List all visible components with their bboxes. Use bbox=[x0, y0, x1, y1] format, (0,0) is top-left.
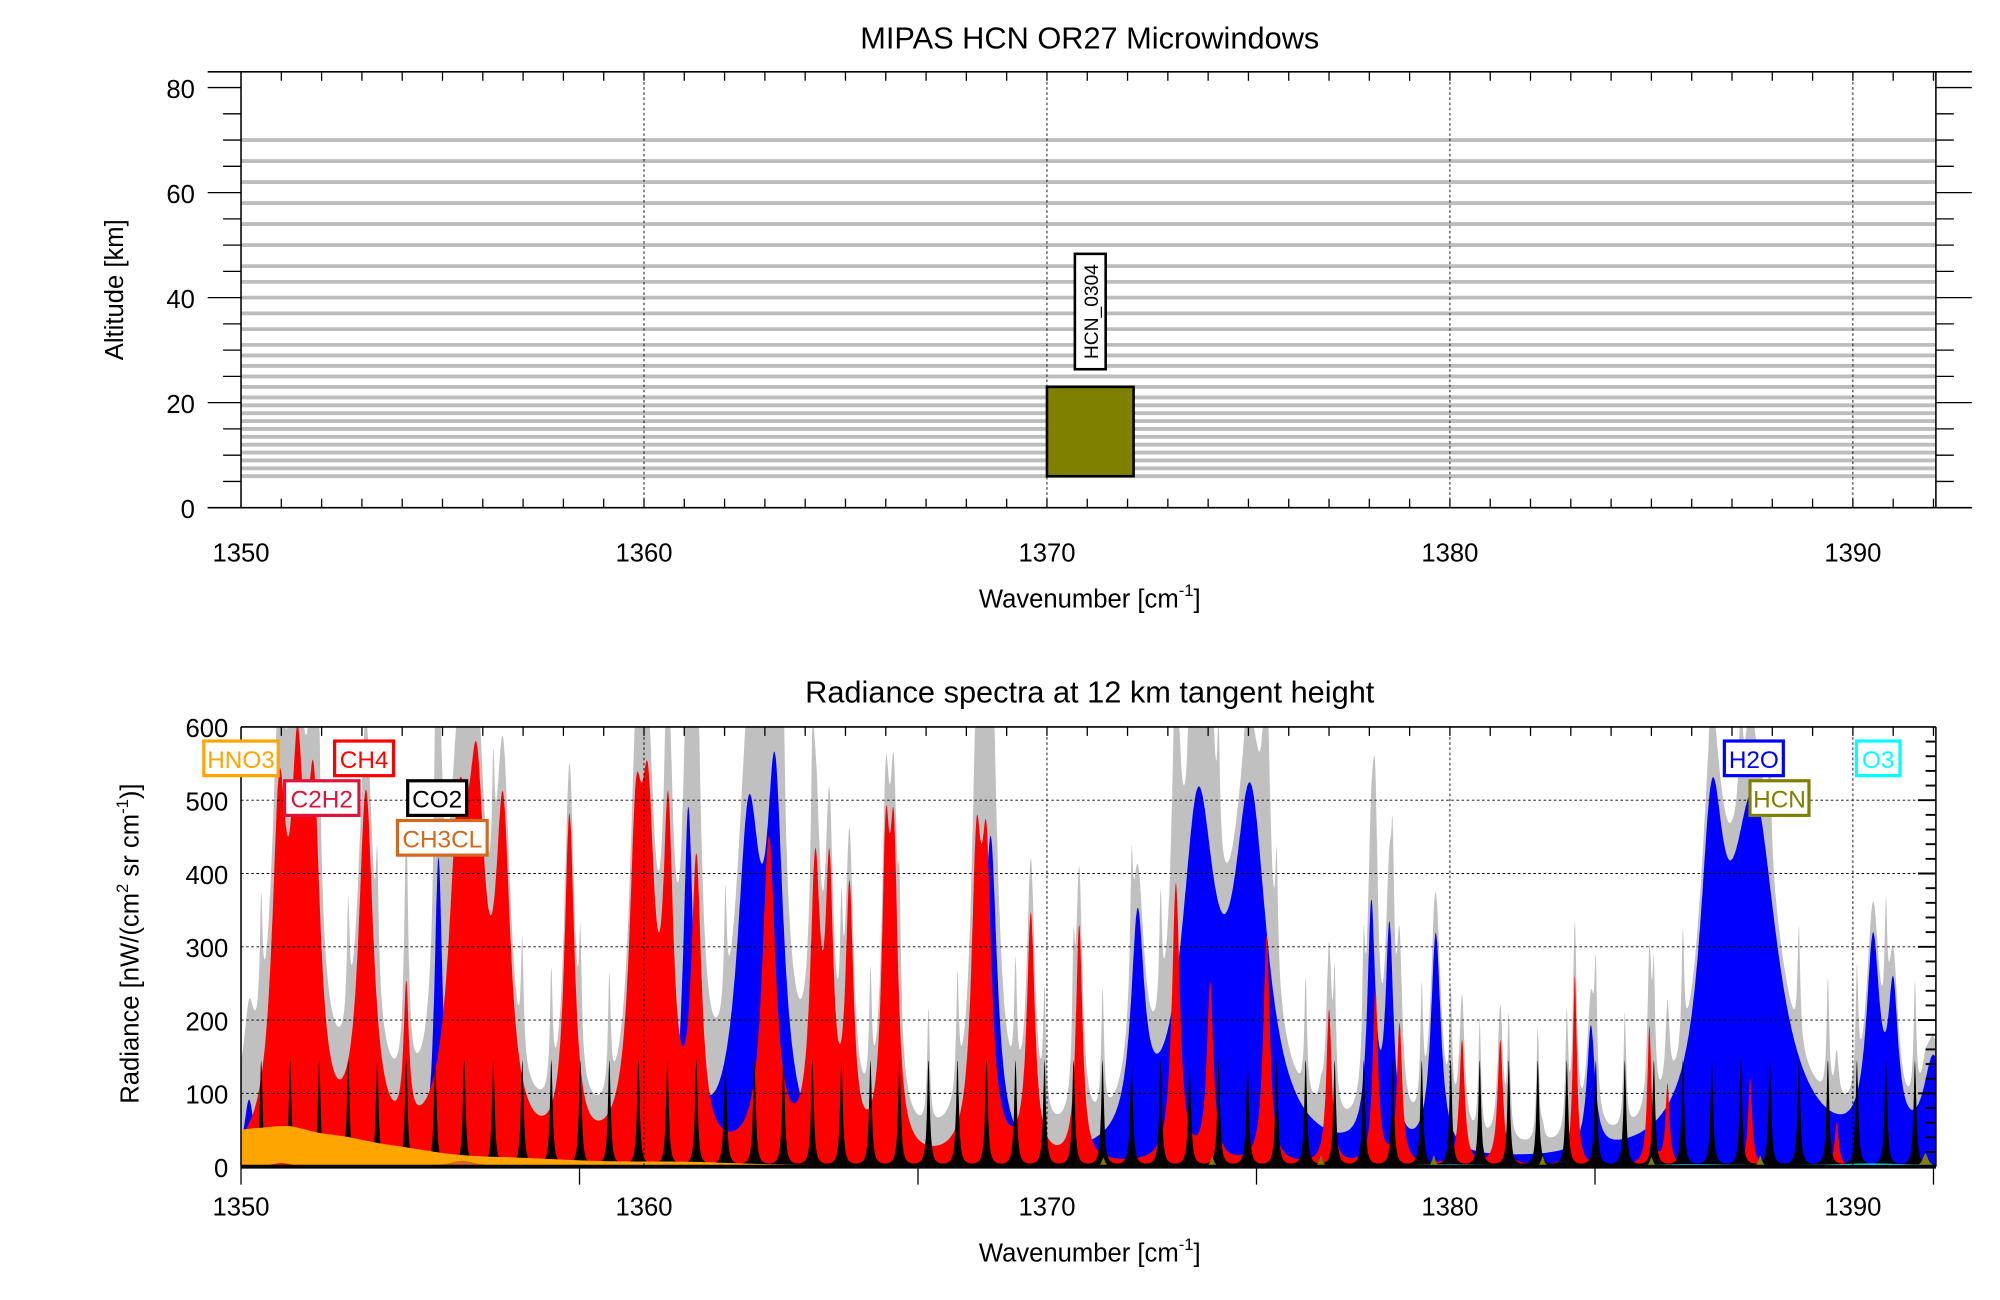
legend-item-co2: CO2 bbox=[406, 779, 469, 817]
legend-item-c2h2: C2H2 bbox=[283, 779, 361, 817]
y-tick-label: 600 bbox=[185, 715, 228, 743]
x-tick-label: 1380 bbox=[1421, 1193, 1478, 1221]
y-tick-label: 200 bbox=[185, 1008, 228, 1036]
x-tick-label: 1370 bbox=[1018, 1193, 1075, 1221]
y-tick-label: 20 bbox=[166, 391, 195, 419]
legend-box bbox=[333, 739, 396, 778]
legend-label: H2O bbox=[1729, 747, 1779, 774]
y-tick-label: 40 bbox=[166, 286, 195, 314]
legend-label: CO2 bbox=[412, 787, 462, 814]
x-tick-label: 1380 bbox=[1421, 540, 1478, 568]
legend-item-hno3: HNO3 bbox=[202, 739, 280, 778]
x-tick-label: 1390 bbox=[1824, 1193, 1881, 1221]
x-tick-label: 1350 bbox=[213, 1193, 270, 1221]
top-y-axis-label: Altitude [km] bbox=[101, 219, 129, 360]
x-tick-label: 1390 bbox=[1824, 540, 1881, 568]
legend-item-hcn: HCN bbox=[1748, 779, 1811, 817]
spectrum-area-ch4 bbox=[241, 726, 1936, 1167]
legend-item-ch4: CH4 bbox=[333, 739, 396, 778]
microwindow-label: HCN_0304 bbox=[1082, 264, 1103, 359]
y-tick-label: 400 bbox=[185, 862, 228, 890]
legend-box bbox=[395, 818, 489, 857]
legend-item-ch3cl: CH3CL bbox=[395, 818, 489, 857]
legend-label: O3 bbox=[1862, 747, 1894, 774]
legend-label: CH4 bbox=[340, 747, 389, 774]
y-tick-label: 0 bbox=[181, 496, 195, 524]
microwindow-label-box bbox=[1073, 252, 1107, 371]
y-tick-label: 100 bbox=[185, 1082, 228, 1110]
legend-box bbox=[406, 779, 469, 817]
microwindow-plot: MIPAS HCN OR27 Microwindows 1350 1360 1370… bbox=[101, 21, 1972, 614]
legend-label: CH3CL bbox=[402, 826, 482, 853]
radiance-plot: Radiance spectra at 12 km tangent height… bbox=[113, 675, 1937, 1268]
bottom-title: Radiance spectra at 12 km tangent height bbox=[805, 675, 1375, 710]
legend-label: C2H2 bbox=[291, 787, 353, 814]
y-tick-label: 60 bbox=[166, 181, 195, 209]
y-tick-label: 0 bbox=[214, 1155, 228, 1183]
x-tick-label: 1350 bbox=[213, 540, 270, 568]
x-tick-label: 1370 bbox=[1018, 540, 1075, 568]
spectrum-area-h2o bbox=[241, 751, 1936, 1167]
y-tick-label: 300 bbox=[185, 935, 228, 963]
legend-label: HCN bbox=[1753, 787, 1806, 814]
y-tick-label: 80 bbox=[166, 76, 195, 104]
spectrum-area-co2 bbox=[241, 1059, 1936, 1167]
bottom-x-axis-label: Wavenumber [cm-1] bbox=[979, 1235, 1201, 1268]
top-x-axis-label: Wavenumber [cm-1] bbox=[979, 581, 1201, 614]
legend-box bbox=[1854, 739, 1902, 778]
legend-box bbox=[1748, 779, 1811, 817]
legend-label: HNO3 bbox=[207, 747, 275, 774]
legend-box bbox=[202, 739, 280, 778]
x-tick-label: 1360 bbox=[615, 540, 672, 568]
microwindow-box bbox=[1045, 385, 1135, 478]
legend-item-o3: O3 bbox=[1854, 739, 1902, 778]
spectrum-area-hno3 bbox=[241, 1126, 1936, 1167]
legend-item-h2o: H2O bbox=[1722, 739, 1785, 778]
legend-box bbox=[283, 779, 361, 817]
x-tick-label: 1360 bbox=[615, 1193, 672, 1221]
y-tick-label: 500 bbox=[185, 788, 228, 816]
bottom-y-axis-label: Radiance [nW/(cm2 sr cm-1)] bbox=[113, 783, 144, 1103]
legend-box bbox=[1722, 739, 1785, 778]
top-title: MIPAS HCN OR27 Microwindows bbox=[860, 21, 1319, 56]
